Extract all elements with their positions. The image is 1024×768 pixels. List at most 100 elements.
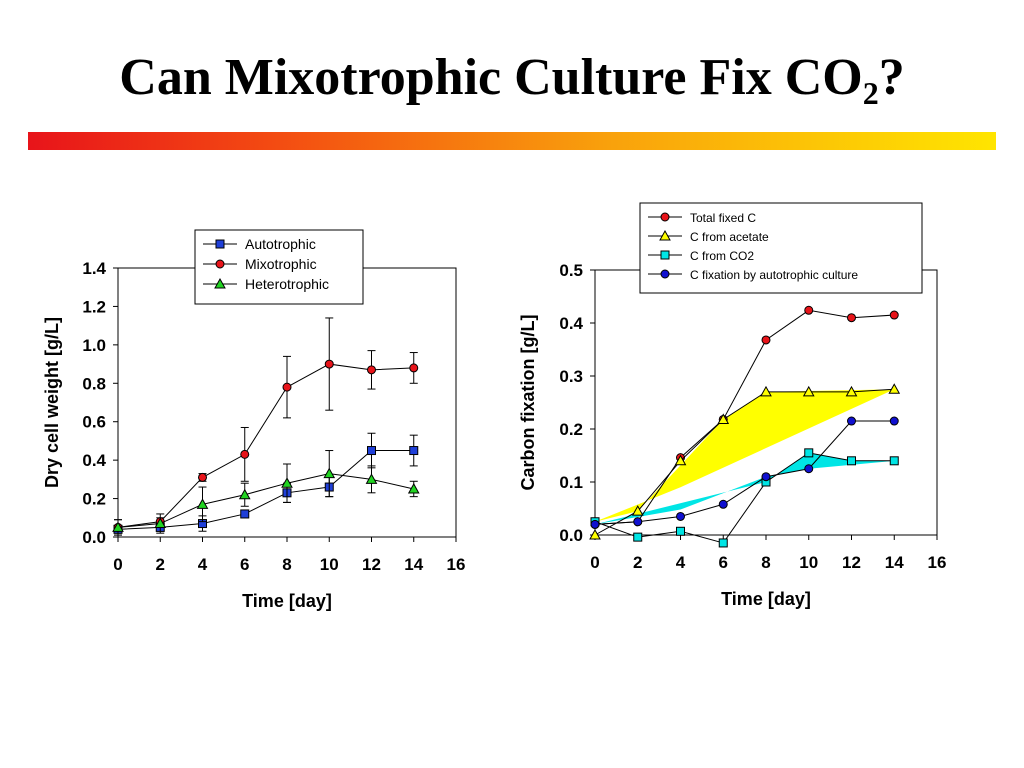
y-tick-label: 0.0 bbox=[82, 528, 106, 547]
x-tick-label: 0 bbox=[113, 555, 122, 574]
heterotrophic-point bbox=[154, 517, 167, 529]
autotrophic-point bbox=[367, 446, 376, 456]
autotrophic-point bbox=[409, 446, 419, 456]
y-tick-label: 0.2 bbox=[559, 420, 583, 439]
mixotrophic-point bbox=[240, 449, 250, 459]
c-fixation-autotrophic-point bbox=[847, 416, 856, 426]
x-tick-label: 12 bbox=[842, 553, 861, 572]
legend-marker bbox=[660, 269, 670, 279]
heterotrophic-point bbox=[196, 498, 209, 509]
mixotrophic-point bbox=[282, 382, 292, 392]
mixotrophic-point bbox=[409, 363, 419, 373]
x-axis-label: Time [day] bbox=[721, 589, 811, 609]
total-fixed-c-line bbox=[594, 309, 895, 525]
y-tick-label: 1.0 bbox=[82, 336, 106, 355]
yellow-shaded-region bbox=[595, 389, 895, 522]
c-from-acetate-line bbox=[594, 388, 895, 536]
x-tick-label: 4 bbox=[676, 553, 686, 572]
total-fixed-c-point bbox=[889, 310, 899, 320]
legend-marker bbox=[660, 250, 670, 260]
y-tick-label: 1.4 bbox=[82, 259, 106, 278]
legend-marker bbox=[214, 277, 226, 289]
legend-label: C from CO2 bbox=[690, 249, 754, 263]
c-fixation-autotrophic-point bbox=[718, 499, 728, 509]
heterotrophic-point bbox=[365, 473, 378, 484]
c-fixation-autotrophic-point bbox=[804, 464, 814, 474]
c-from-co2-point bbox=[804, 448, 814, 458]
y-tick-label: 0.0 bbox=[559, 526, 583, 545]
x-tick-label: 14 bbox=[404, 555, 423, 574]
legend-label: Autotrophic bbox=[245, 236, 316, 252]
heterotrophic-point bbox=[238, 488, 251, 500]
legend-marker bbox=[660, 212, 670, 222]
c-from-acetate-point bbox=[760, 385, 772, 397]
legend-label: C fixation by autotrophic culture bbox=[690, 268, 858, 282]
c-fixation-autotrophic-point bbox=[633, 517, 643, 527]
c-from-co2-point bbox=[676, 526, 685, 536]
y-tick-label: 0.2 bbox=[82, 490, 106, 509]
x-tick-label: 2 bbox=[633, 553, 642, 572]
heterotrophic-point bbox=[281, 477, 293, 488]
c-fixation-autotrophic-point bbox=[590, 519, 600, 529]
x-tick-label: 6 bbox=[240, 555, 249, 574]
title-gradient-bar bbox=[28, 132, 996, 150]
y-tick-label: 0.4 bbox=[82, 451, 106, 470]
c-from-co2-point bbox=[718, 538, 728, 548]
c-from-acetate-point bbox=[888, 383, 901, 394]
heterotrophic-point bbox=[407, 482, 420, 494]
c-from-acetate-point bbox=[845, 385, 858, 397]
c-from-acetate-point bbox=[802, 385, 815, 397]
autotrophic-point bbox=[240, 509, 250, 519]
x-tick-label: 4 bbox=[198, 555, 208, 574]
y-tick-label: 0.5 bbox=[559, 261, 583, 280]
c-fixation-autotrophic-line bbox=[594, 420, 895, 525]
x-tick-label: 0 bbox=[590, 553, 599, 572]
y-axis-label: Carbon fixation [g/L] bbox=[518, 315, 538, 491]
c-from-co2-line bbox=[594, 452, 895, 544]
legend-label: C from acetate bbox=[690, 230, 769, 244]
heterotrophic-line bbox=[117, 473, 414, 528]
x-tick-label: 16 bbox=[928, 553, 947, 572]
x-axis-label: Time [day] bbox=[242, 591, 332, 611]
cyan-shaded-region bbox=[595, 452, 895, 525]
legend-marker bbox=[215, 259, 225, 269]
y-tick-label: 0.4 bbox=[559, 314, 583, 333]
slide-title: Can Mixotrophic Culture Fix CO2? bbox=[0, 49, 1024, 110]
total-fixed-c-point bbox=[847, 313, 856, 323]
x-tick-label: 8 bbox=[282, 555, 291, 574]
legend-label: Mixotrophic bbox=[245, 256, 317, 272]
total-fixed-c-point bbox=[804, 305, 814, 315]
x-tick-label: 14 bbox=[885, 553, 904, 572]
c-fixation-autotrophic-point bbox=[761, 472, 771, 482]
x-tick-label: 6 bbox=[719, 553, 728, 572]
c-from-co2-point bbox=[889, 456, 899, 466]
heterotrophic-point bbox=[323, 467, 336, 479]
y-tick-label: 0.1 bbox=[559, 473, 583, 492]
c-fixation-autotrophic-point bbox=[889, 416, 899, 426]
c-from-acetate-point bbox=[631, 505, 644, 516]
c-from-co2-point bbox=[633, 532, 643, 542]
mixotrophic-point bbox=[367, 365, 376, 375]
heterotrophic-point bbox=[112, 521, 124, 532]
c-from-acetate-point bbox=[589, 528, 601, 540]
x-tick-label: 10 bbox=[320, 555, 339, 574]
legend-box bbox=[639, 202, 923, 294]
title-suffix: ? bbox=[878, 49, 905, 106]
c-from-co2-point bbox=[847, 456, 856, 466]
legend-marker bbox=[215, 239, 225, 249]
y-tick-label: 0.8 bbox=[82, 374, 106, 393]
legend-label: Heterotrophic bbox=[245, 276, 329, 292]
c-fixation-autotrophic-point bbox=[676, 511, 685, 521]
x-tick-label: 8 bbox=[761, 553, 770, 572]
x-tick-label: 10 bbox=[799, 553, 818, 572]
c-from-acetate-point bbox=[674, 454, 687, 466]
y-tick-label: 1.2 bbox=[82, 297, 106, 316]
title-subscript: 2 bbox=[862, 75, 879, 111]
y-tick-label: 0.3 bbox=[559, 367, 583, 386]
title-main: Can Mixotrophic Culture Fix CO bbox=[119, 49, 863, 106]
y-axis-label: Dry cell weight [g/L] bbox=[42, 317, 62, 488]
legend-label: Total fixed C bbox=[690, 211, 756, 225]
c-from-acetate-point bbox=[717, 413, 730, 424]
x-tick-label: 12 bbox=[362, 555, 381, 574]
